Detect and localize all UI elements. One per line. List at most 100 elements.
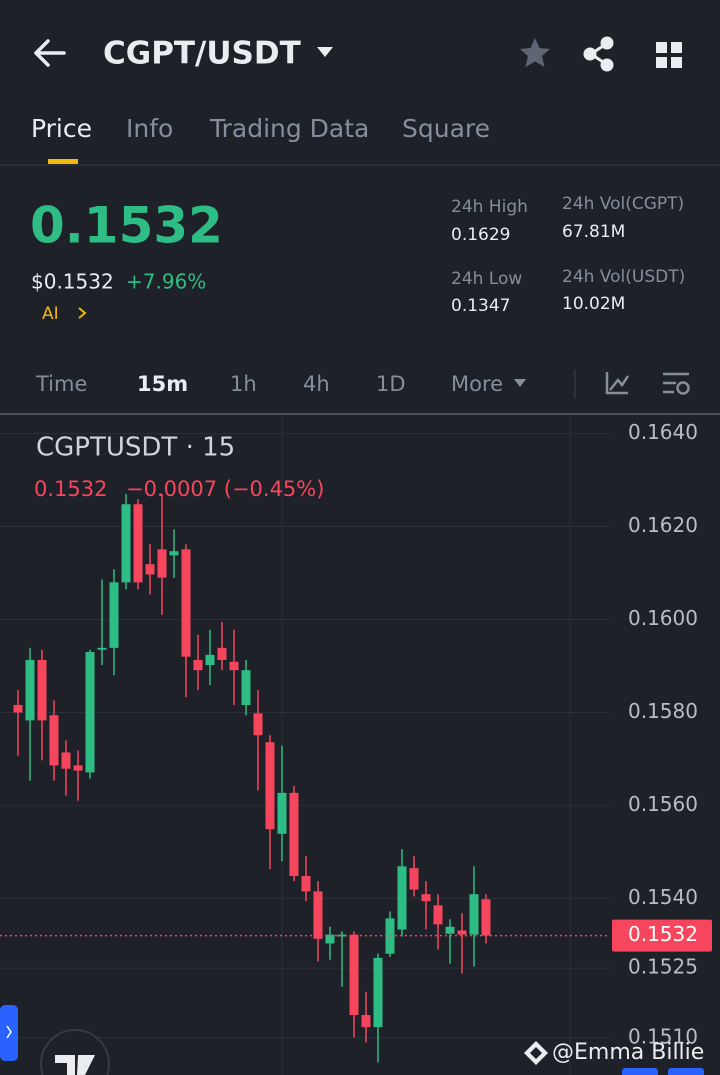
candle-body bbox=[421, 894, 431, 902]
y-tick-label: 0.1620 bbox=[628, 513, 698, 537]
stat-value: 0.1347 bbox=[451, 296, 510, 316]
candle-body bbox=[265, 742, 275, 830]
dropdown-caret[interactable] bbox=[317, 47, 333, 57]
candle-body bbox=[433, 905, 443, 925]
candle-body bbox=[313, 891, 323, 939]
stat-label: 24h Low bbox=[451, 269, 522, 289]
tradingview-mark bbox=[55, 1055, 95, 1075]
candle-body bbox=[289, 792, 299, 877]
y-tick-label: 0.1560 bbox=[628, 792, 698, 816]
share-dot bbox=[600, 58, 614, 72]
candle-body bbox=[169, 551, 179, 556]
share-dot bbox=[583, 47, 597, 61]
stat-value: 0.1629 bbox=[451, 225, 510, 245]
y-tick-label: 0.1510 bbox=[628, 1024, 698, 1048]
candle-body bbox=[109, 582, 119, 648]
stat-label: 24h High bbox=[451, 197, 528, 217]
settings-icon[interactable] bbox=[663, 372, 690, 395]
tab[interactable]: Square bbox=[402, 114, 490, 143]
legend-change: −0.0007 (−0.45%) bbox=[126, 477, 324, 501]
candle-body bbox=[349, 934, 359, 1016]
candles bbox=[13, 494, 491, 1063]
stat-label: 24h Vol(USDT) bbox=[562, 267, 685, 287]
star-icon[interactable] bbox=[520, 38, 550, 67]
candle-body bbox=[49, 715, 59, 766]
tab-indicator bbox=[48, 159, 78, 164]
stat-value: 10.02M bbox=[562, 294, 625, 314]
candle-body bbox=[445, 926, 455, 934]
button-edge bbox=[622, 1068, 658, 1075]
last-price-box bbox=[612, 919, 712, 952]
side-tab[interactable] bbox=[0, 1005, 18, 1061]
candle-body bbox=[361, 1015, 371, 1028]
grid-square bbox=[671, 57, 682, 68]
candle-body bbox=[373, 957, 383, 1028]
legend-price: 0.1532 bbox=[34, 477, 107, 501]
tab[interactable]: Price bbox=[31, 114, 92, 143]
watermark: @Emma Billie bbox=[552, 1040, 704, 1065]
tab[interactable]: Info bbox=[126, 114, 173, 143]
candle-body bbox=[277, 792, 287, 834]
candle-body bbox=[121, 504, 131, 583]
interval[interactable]: Time bbox=[35, 372, 87, 396]
share-icon[interactable] bbox=[583, 36, 614, 72]
more-caret bbox=[514, 379, 526, 387]
candle-body bbox=[469, 894, 479, 935]
last-price: 0.1532 bbox=[30, 197, 223, 255]
tradingview-logo[interactable] bbox=[40, 1029, 110, 1075]
candle-body bbox=[193, 659, 203, 671]
candle-body bbox=[13, 705, 23, 713]
candle-body bbox=[217, 647, 227, 660]
y-tick-label: 0.1540 bbox=[628, 885, 698, 909]
grid-square bbox=[656, 42, 667, 53]
y-tick-label: 0.1580 bbox=[628, 699, 698, 723]
candle-body bbox=[409, 868, 419, 890]
grid-square bbox=[671, 42, 682, 53]
stat-label: 24h Vol(CGPT) bbox=[562, 194, 684, 214]
tab[interactable]: Trading Data bbox=[209, 114, 369, 143]
interval[interactable]: More bbox=[451, 372, 503, 396]
candle-body bbox=[37, 659, 47, 721]
interval[interactable]: 1D bbox=[376, 372, 406, 396]
settings-lines bbox=[663, 372, 689, 394]
price-usd: $0.1532 bbox=[31, 270, 114, 294]
candle-body bbox=[25, 659, 35, 721]
interval[interactable]: 4h bbox=[303, 372, 330, 396]
ai-link[interactable]: AI bbox=[42, 304, 59, 324]
share-dot bbox=[600, 36, 614, 50]
candle-body bbox=[85, 652, 95, 773]
pair-title[interactable]: CGPT/USDT bbox=[103, 36, 301, 72]
candle-body bbox=[253, 713, 263, 736]
candle-body bbox=[97, 647, 107, 650]
back-button[interactable] bbox=[34, 39, 66, 67]
y-tick-label: 0.1640 bbox=[628, 420, 698, 444]
last-price-label: 0.1532 bbox=[628, 922, 698, 946]
y-tick-label: 0.1600 bbox=[628, 606, 698, 630]
price-change: +7.96% bbox=[126, 270, 206, 294]
candle-body bbox=[457, 930, 467, 935]
candle-body bbox=[61, 752, 71, 769]
candle-body bbox=[397, 866, 407, 930]
price-axis: 0.1640 0.1620 0.1600 0.1580 0.1560 0.1540 0.15… bbox=[0, 420, 712, 1048]
interval[interactable]: 1h bbox=[230, 372, 257, 396]
chart-grid bbox=[0, 415, 610, 1075]
candle-body bbox=[205, 654, 215, 666]
grid-square bbox=[656, 57, 667, 68]
candle-body bbox=[325, 934, 335, 944]
ai-chevron bbox=[78, 307, 87, 319]
watermark-icon bbox=[524, 1041, 548, 1065]
settings-gear bbox=[676, 381, 690, 395]
y-tick-label: 0.1525 bbox=[628, 955, 698, 979]
chart-title: CGPTUSDT · 15 bbox=[36, 433, 235, 463]
candle-body bbox=[229, 661, 239, 671]
candle-body bbox=[241, 670, 251, 706]
candle-body bbox=[133, 504, 143, 583]
grid-icon[interactable] bbox=[656, 42, 682, 68]
candle-body bbox=[301, 876, 311, 892]
back-arrow bbox=[34, 39, 66, 67]
candle-body bbox=[145, 564, 155, 575]
interval[interactable]: 15m bbox=[137, 372, 188, 396]
indicator-icon[interactable] bbox=[605, 372, 630, 395]
